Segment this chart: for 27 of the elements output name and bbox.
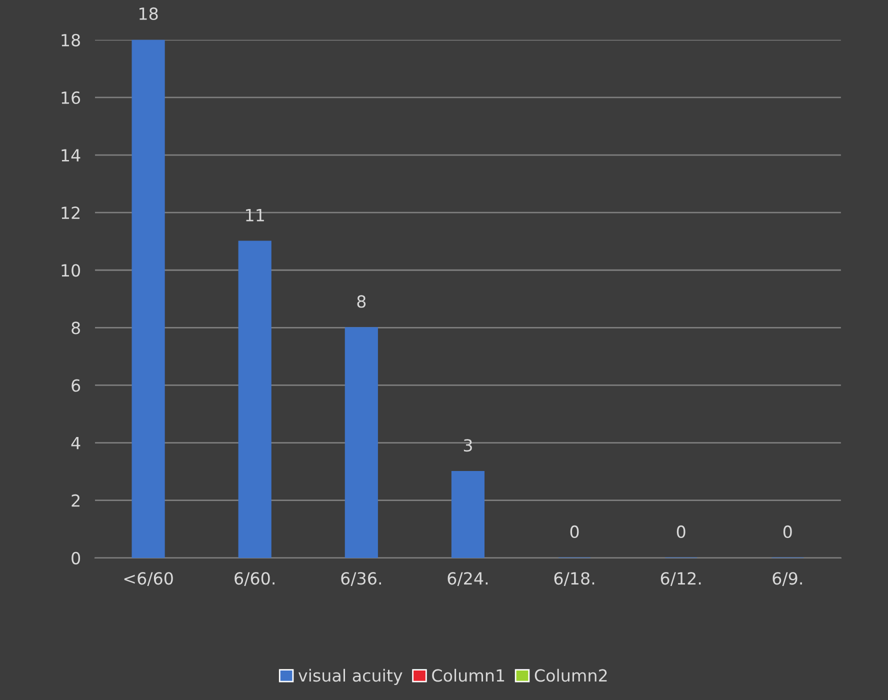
data-label: 0 xyxy=(783,525,792,538)
legend-label: Column1 xyxy=(432,668,504,682)
x-tick-label: 6/9. xyxy=(772,572,802,586)
y-tick-label: 2 xyxy=(72,494,80,507)
y-tick-label: 12 xyxy=(62,206,80,219)
y-tick-label: 8 xyxy=(72,322,80,334)
data-label: 8 xyxy=(357,295,366,308)
x-tick-label: 6/12. xyxy=(660,572,701,586)
x-tick-label: 6/60. xyxy=(234,572,274,586)
data-label: 0 xyxy=(570,525,579,538)
data-label: 11 xyxy=(246,209,264,222)
data-label: 18 xyxy=(140,7,158,20)
x-tick-label: <6/60 xyxy=(124,572,173,586)
x-tick-label: 6/36. xyxy=(341,572,381,586)
y-tick-label: 0 xyxy=(72,552,80,564)
x-tick-label: 6/18. xyxy=(554,572,594,586)
data-label: 3 xyxy=(464,439,472,452)
legend-label: visual acuity xyxy=(298,668,402,685)
legend-label: Column2 xyxy=(534,668,607,682)
y-tick-label: 18 xyxy=(62,34,80,46)
data-label: 0 xyxy=(676,525,686,538)
y-tick-label: 6 xyxy=(72,379,80,392)
y-tick-label: 16 xyxy=(62,91,80,104)
y-tick-label: 14 xyxy=(62,149,80,162)
x-tick-label: 6/24. xyxy=(448,572,488,586)
y-tick-label: 4 xyxy=(71,436,80,450)
y-tick-label: 10 xyxy=(62,264,80,277)
